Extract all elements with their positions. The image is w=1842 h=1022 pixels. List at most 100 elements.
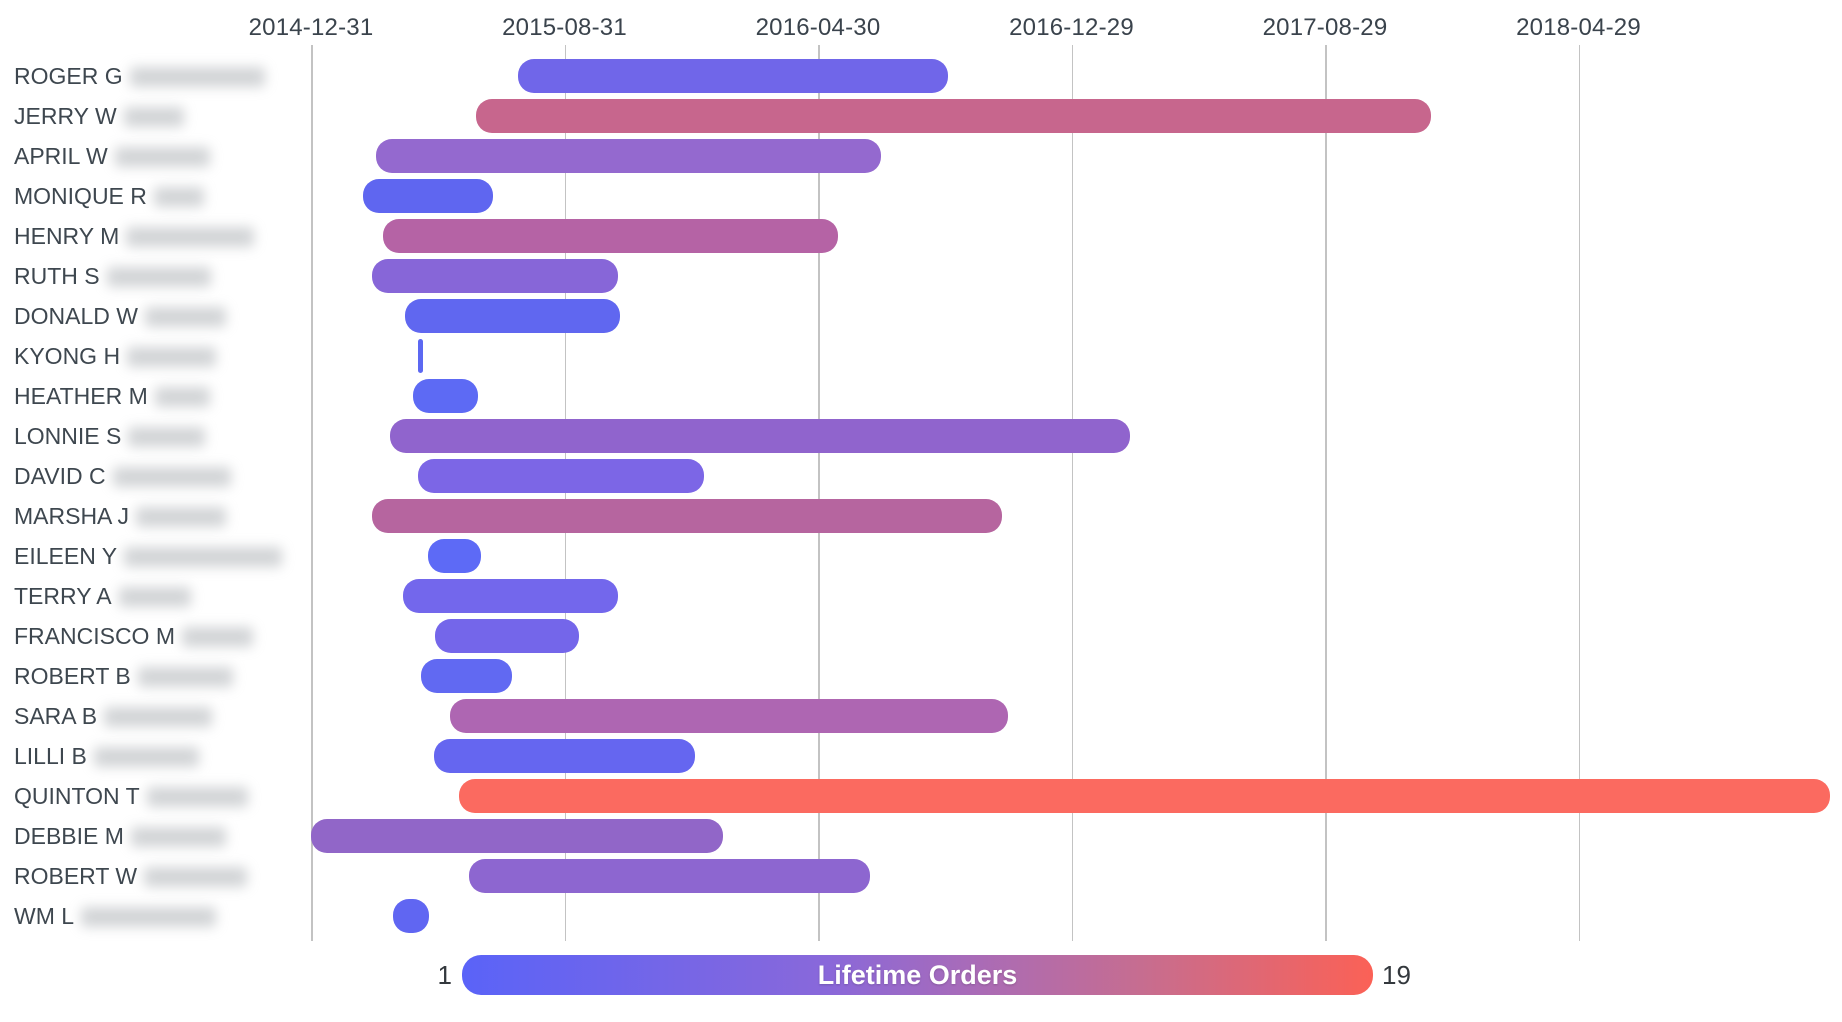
gantt-bar[interactable]: [420, 659, 513, 693]
gantt-bar[interactable]: [459, 779, 1830, 813]
customer-name: HEATHER M: [14, 383, 148, 409]
row-label: APRIL W: [14, 136, 210, 176]
redacted-name-blur: [81, 907, 217, 927]
row-label: HEATHER M: [14, 376, 210, 416]
redacted-name-blur: [182, 627, 253, 647]
gridline: [818, 45, 820, 941]
redacted-name-blur: [137, 667, 233, 687]
customer-name: ROBERT W: [14, 863, 138, 889]
redacted-name-blur: [128, 427, 206, 447]
redacted-name-blur: [144, 867, 248, 887]
redacted-name-blur: [114, 147, 210, 167]
gantt-bar[interactable]: [427, 539, 482, 573]
row-label: HENRY M: [14, 216, 255, 256]
x-tick-label: 2016-04-30: [755, 14, 881, 41]
gantt-bar[interactable]: [393, 899, 429, 933]
gantt-bar[interactable]: [311, 819, 724, 853]
customer-name: WM L: [14, 903, 75, 929]
customer-name: TERRY A: [14, 583, 112, 609]
gantt-bar[interactable]: [449, 699, 1008, 733]
customer-name: LONNIE S: [14, 423, 122, 449]
gantt-bar[interactable]: [434, 739, 695, 773]
customer-name: QUINTON T: [14, 783, 140, 809]
gantt-bar[interactable]: [435, 619, 580, 653]
customer-name: RUTH S: [14, 263, 100, 289]
row-label: EILEEN Y: [14, 536, 283, 576]
gridline: [311, 45, 313, 941]
row-label: JERRY W: [14, 96, 184, 136]
customer-name: JERRY W: [14, 103, 117, 129]
x-tick-label: 2017-08-29: [1262, 14, 1388, 41]
row-label: KYONG H: [14, 336, 217, 376]
redacted-name-blur: [118, 587, 191, 607]
x-tick-label: 2015-08-31: [502, 14, 627, 41]
gridline: [564, 45, 566, 941]
gantt-bar[interactable]: [517, 59, 949, 93]
legend-min-label: 1: [437, 960, 452, 990]
gantt-bar[interactable]: [382, 219, 838, 253]
gantt-bar[interactable]: [375, 139, 881, 173]
legend-max-label: 19: [1382, 960, 1411, 990]
gridline: [1071, 45, 1073, 941]
redacted-name-blur: [124, 547, 283, 567]
redacted-name-blur: [129, 67, 265, 87]
row-label: ROBERT W: [14, 856, 248, 896]
legend-title: Lifetime Orders: [817, 959, 1018, 990]
legend-gradient-bar: Lifetime Orders: [462, 955, 1373, 995]
customer-name: KYONG H: [14, 343, 121, 369]
row-label: TERRY A: [14, 576, 191, 616]
customer-name: DONALD W: [14, 303, 138, 329]
redacted-name-blur: [93, 747, 199, 767]
redacted-name-blur: [154, 387, 210, 407]
customer-name: ROBERT B: [14, 663, 131, 689]
legend: 1 Lifetime Orders 19: [0, 955, 1842, 995]
redacted-name-blur: [126, 227, 255, 247]
customer-name: FRANCISCO M: [14, 623, 175, 649]
customer-name: APRIL W: [14, 143, 108, 169]
redacted-name-blur: [130, 827, 226, 847]
redacted-name-blur: [112, 467, 231, 487]
customer-name: ROGER G: [14, 63, 123, 89]
gridline: [1578, 45, 1580, 941]
row-label: RUTH S: [14, 256, 211, 296]
customer-name: EILEEN Y: [14, 543, 118, 569]
redacted-name-blur: [106, 267, 211, 287]
row-label: LONNIE S: [14, 416, 206, 456]
row-label: ROBERT B: [14, 656, 233, 696]
redacted-name-blur: [136, 507, 227, 527]
gantt-bar[interactable]: [402, 579, 618, 613]
gantt-bar[interactable]: [363, 179, 493, 213]
row-label: WM L: [14, 896, 217, 936]
gantt-bar[interactable]: [413, 379, 478, 413]
row-label: DAVID C: [14, 456, 231, 496]
gantt-bar[interactable]: [371, 259, 618, 293]
gantt-bar[interactable]: [404, 299, 620, 333]
redacted-name-blur: [146, 787, 248, 807]
customer-name: MONIQUE R: [14, 183, 147, 209]
row-label: ROGER G: [14, 56, 265, 96]
redacted-name-blur: [104, 707, 213, 727]
x-tick-label: 2014-12-31: [248, 14, 374, 41]
redacted-name-blur: [153, 187, 204, 207]
customer-name: SARA B: [14, 703, 98, 729]
customer-name: DEBBIE M: [14, 823, 124, 849]
row-label: SARA B: [14, 696, 213, 736]
row-label: DEBBIE M: [14, 816, 226, 856]
x-tick-label: 2018-04-29: [1516, 14, 1641, 41]
redacted-name-blur: [127, 347, 217, 367]
gantt-bar[interactable]: [475, 99, 1432, 133]
redacted-name-blur: [144, 307, 226, 327]
gantt-bar[interactable]: [418, 459, 705, 493]
customer-name: DAVID C: [14, 463, 106, 489]
gantt-bar[interactable]: [418, 339, 423, 373]
redacted-name-blur: [123, 107, 184, 127]
customer-name: LILLI B: [14, 743, 87, 769]
gantt-bar[interactable]: [468, 859, 871, 893]
x-tick-label: 2016-12-29: [1009, 14, 1134, 41]
customer-name: HENRY M: [14, 223, 120, 249]
row-label: DONALD W: [14, 296, 226, 336]
row-label: QUINTON T: [14, 776, 248, 816]
gantt-bar[interactable]: [371, 499, 1002, 533]
gantt-bar[interactable]: [390, 419, 1130, 453]
